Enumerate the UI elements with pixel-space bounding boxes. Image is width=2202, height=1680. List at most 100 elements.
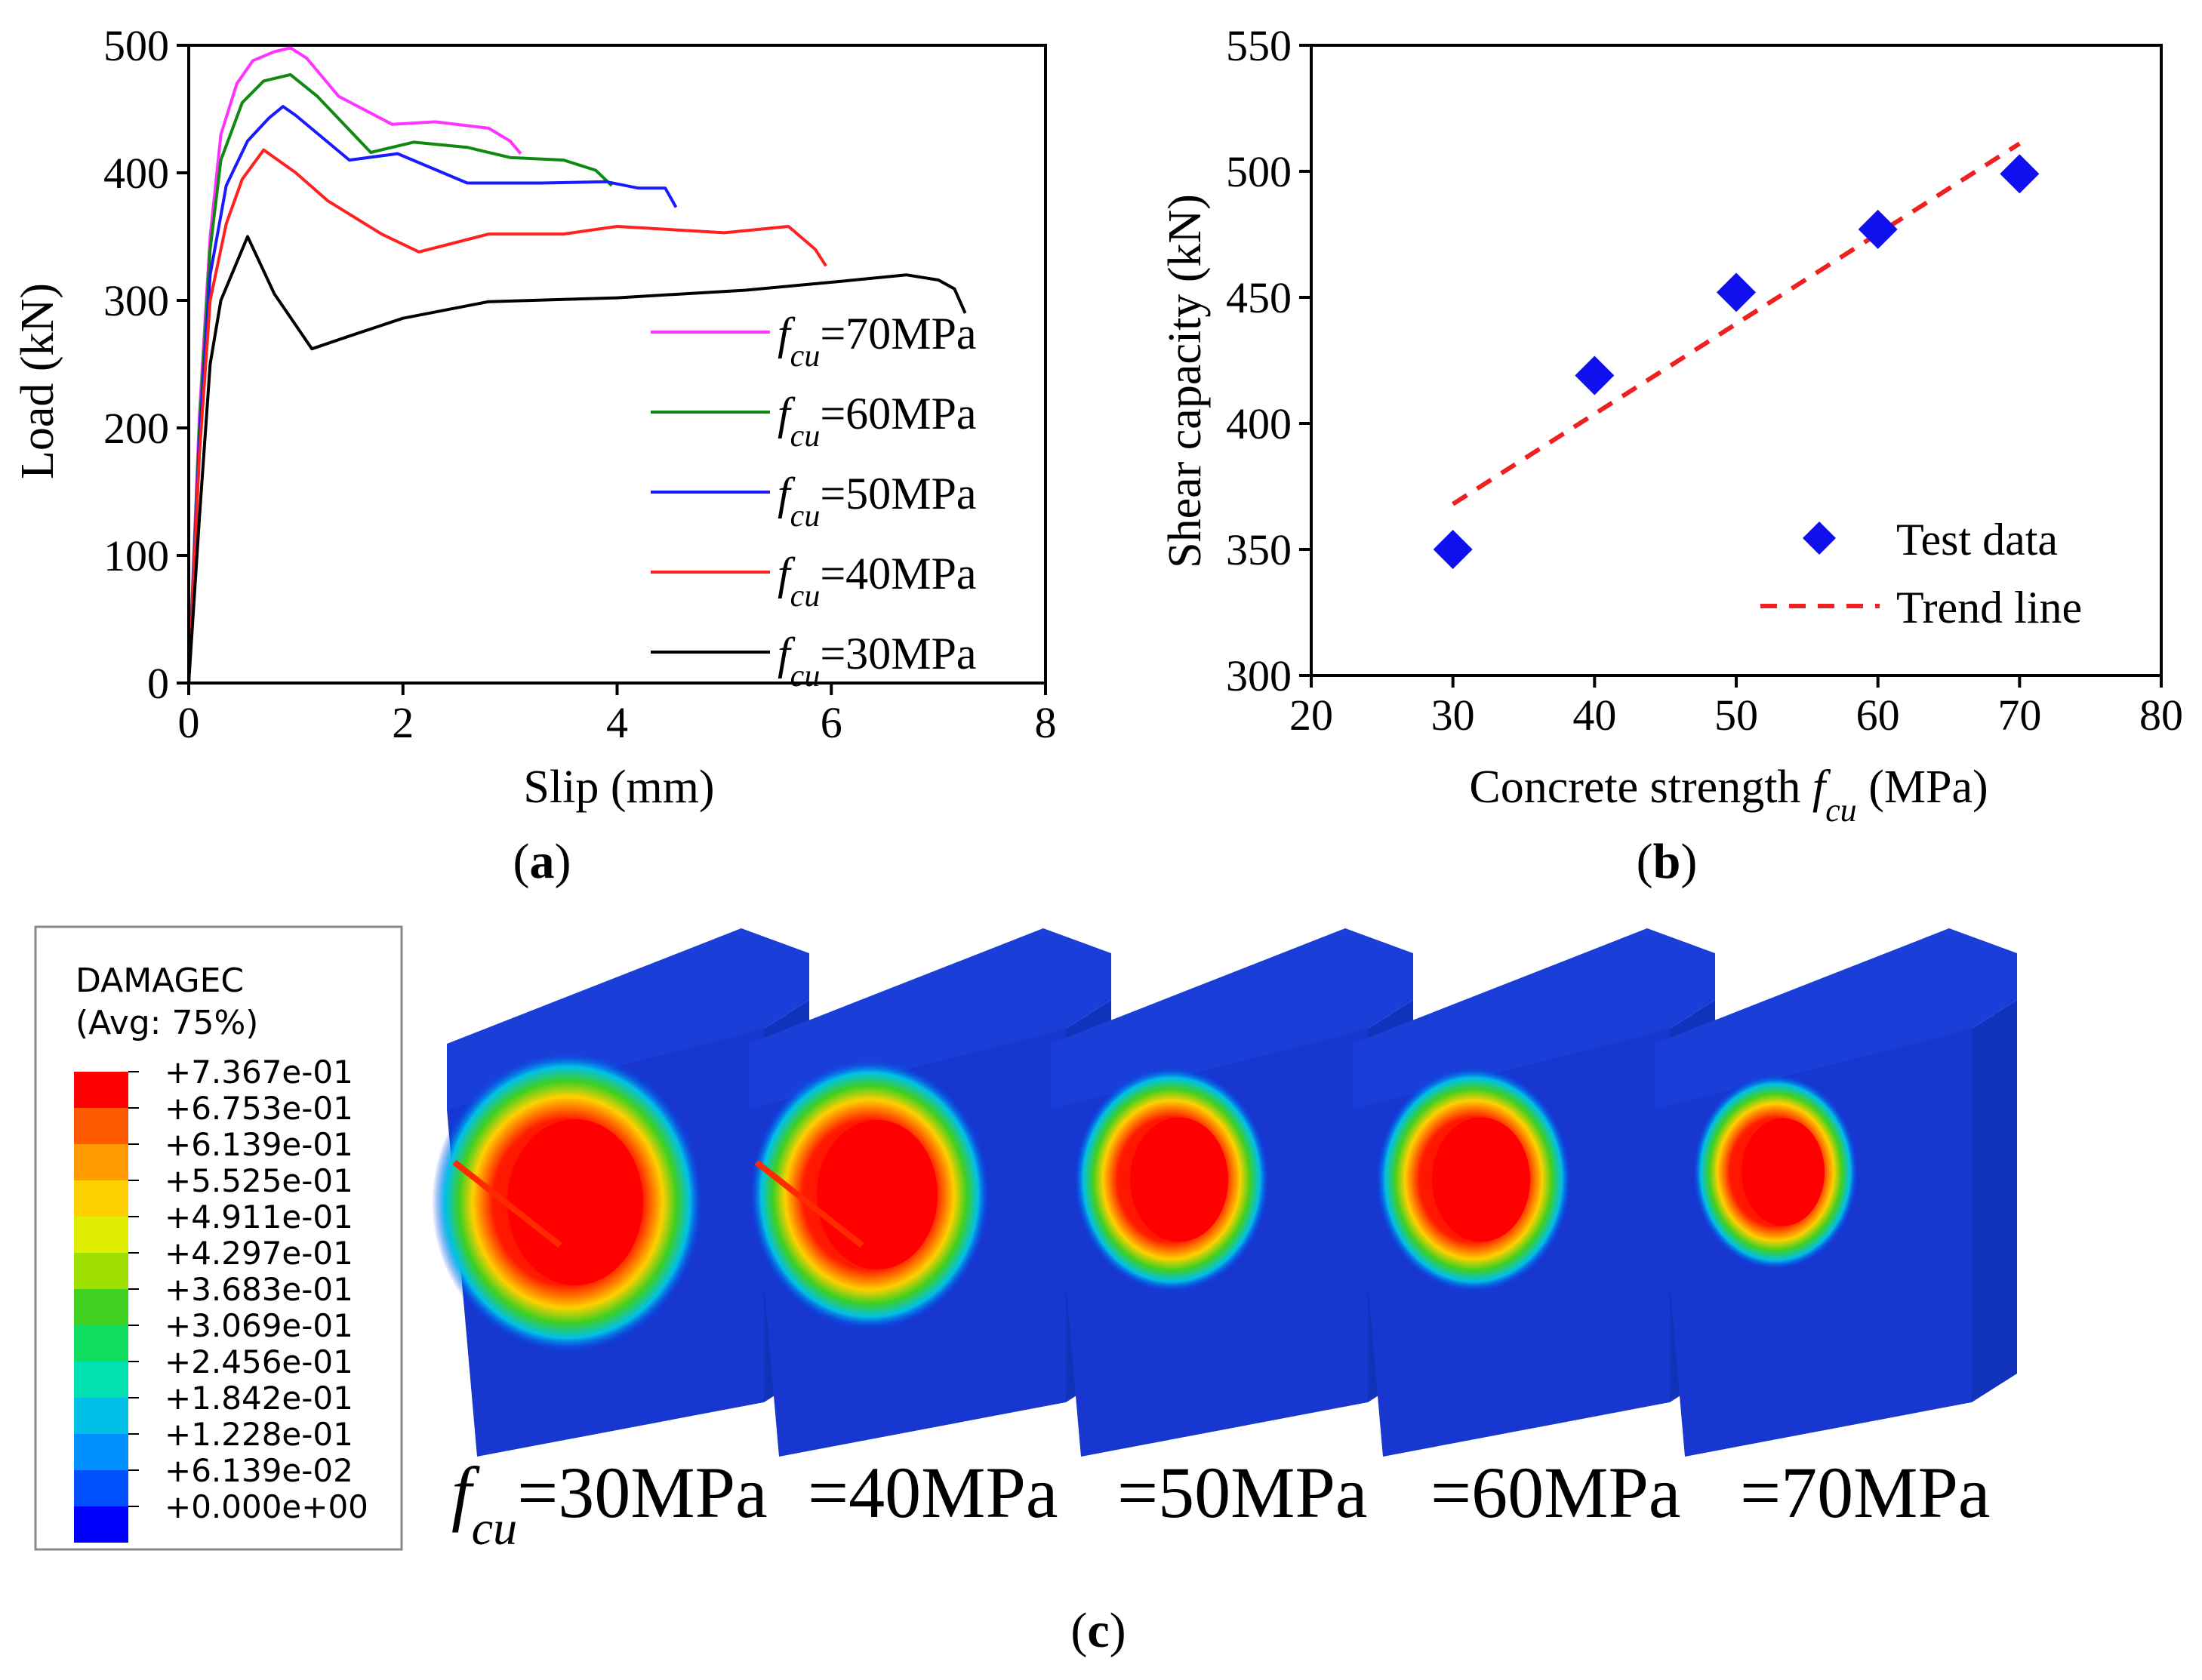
- colorbar-segment-4: [74, 1180, 128, 1217]
- shear-y-tick-label-4: 450: [1226, 273, 1292, 322]
- load-slip-plot-area: 0 2 4 6 8 0 100 200 300 400 500 fcu=70MPa fcu=60MPa f…: [103, 21, 1057, 747]
- load-slip-series-line-3: [187, 105, 678, 684]
- legend-subscript: cu: [790, 579, 821, 614]
- contour-legend-subtitle: (Avg: 75%): [75, 1004, 258, 1042]
- specimen-block-5: [1655, 928, 2017, 1457]
- damage-core: [507, 1119, 643, 1285]
- colorbar-segment-1: [74, 1072, 128, 1108]
- colorbar-segment-2: [74, 1108, 128, 1144]
- shear-y-tick-label-1: 300: [1226, 651, 1292, 700]
- legend-value: =30MPa: [820, 629, 976, 678]
- contour-colorbar: +7.367e-01+6.753e-01+6.139e-01+5.525e-01…: [74, 1054, 368, 1543]
- legend-subscript: cu: [790, 499, 821, 534]
- load-slip-y-axis-title: Load (kN): [12, 283, 63, 479]
- damage-core: [817, 1120, 938, 1269]
- specimen-label-5: =70MPa: [1740, 1452, 1991, 1533]
- legend-value: =40MPa: [820, 549, 976, 598]
- colorbar-segment-9: [74, 1362, 128, 1398]
- specimen-label-2: =40MPa: [808, 1452, 1058, 1533]
- load-slip-x-tick-label-5: 8: [1035, 698, 1057, 747]
- colorbar-label-2: +6.753e-01: [165, 1090, 353, 1127]
- colorbar-label-10: +1.842e-01: [165, 1380, 353, 1417]
- colorbar-segment-6: [74, 1253, 128, 1289]
- shear-capacity-plot-area: 20 30 40 50 60 70 80 300 350 400 450 500 550 Test dat…: [1226, 21, 2183, 740]
- load-slip-y-tick-label-1: 0: [147, 659, 169, 708]
- panel-c-caption: (c): [1070, 1603, 1126, 1658]
- load-slip-x-tick-label-3: 4: [606, 698, 628, 747]
- colorbar-segment-12: [74, 1470, 128, 1506]
- load-slip-legend-label-3: fcu=50MPa: [778, 469, 977, 534]
- damage-crack: [452, 1159, 562, 1248]
- legend-subscript: cu: [790, 659, 821, 694]
- colorbar-label-5: +4.911e-01: [165, 1198, 353, 1235]
- load-slip-legend-label-1: fcu=70MPa: [778, 309, 977, 374]
- colorbar-label-8: +3.069e-01: [165, 1307, 353, 1344]
- shear-y-tick-label-2: 350: [1226, 525, 1292, 574]
- load-slip-legend-label-5: fcu=30MPa: [778, 629, 977, 694]
- legend-value: =50MPa: [820, 469, 976, 518]
- contour-legend-title: DAMAGEC: [75, 962, 244, 1000]
- colorbar-segment-13: [74, 1506, 128, 1543]
- legend-test-data-marker: [1803, 522, 1836, 555]
- load-slip-y-tick-label-5: 400: [103, 149, 169, 198]
- shear-capacity-x-axis-title: Concrete strength fcu (MPa): [1469, 762, 1988, 829]
- load-slip-y-tick-label-2: 100: [103, 531, 169, 580]
- damage-core: [1742, 1118, 1825, 1226]
- test-data-point-3: [1717, 272, 1756, 312]
- shear-y-tick-label-5: 500: [1226, 147, 1292, 196]
- load-slip-series-line-5: [187, 235, 967, 684]
- colorbar-label-3: +6.139e-01: [165, 1126, 353, 1163]
- shear-x-tick-label-1: 20: [1289, 691, 1333, 740]
- trend-line: [1452, 141, 2021, 506]
- load-slip-y-tick-label-6: 500: [103, 21, 169, 70]
- colorbar-label-4: +5.525e-01: [165, 1162, 353, 1199]
- damage-core: [1432, 1117, 1530, 1242]
- load-slip-y-tick-label-4: 300: [103, 276, 169, 325]
- specimen-blocks: [432, 928, 2017, 1457]
- test-data-point-4: [1858, 209, 1898, 249]
- load-slip-x-tick-label-1: 0: [178, 698, 200, 747]
- damage-core: [1130, 1117, 1228, 1242]
- colorbar-label-9: +2.456e-01: [165, 1343, 353, 1380]
- test-data-point-5: [2000, 154, 2040, 194]
- colorbar-segment-11: [74, 1434, 128, 1470]
- test-data-point-2: [1575, 355, 1615, 395]
- colorbar-segment-10: [74, 1398, 128, 1434]
- colorbar-segment-3: [74, 1144, 128, 1180]
- legend-subscript: cu: [790, 419, 821, 454]
- legend-subscript: cu: [790, 339, 821, 374]
- legend-value: =70MPa: [820, 309, 976, 358]
- specimen-block-2: [749, 928, 1111, 1457]
- colorbar-segment-8: [74, 1325, 128, 1362]
- colorbar-label-6: +4.297e-01: [165, 1235, 353, 1272]
- colorbar-label-11: +1.228e-01: [165, 1416, 353, 1453]
- shear-x-tick-label-7: 80: [2139, 691, 2183, 740]
- shear-capacity-y-axis-title: Shear capacity (kN): [1160, 194, 1211, 568]
- shear-x-tick-label-6: 70: [1997, 691, 2041, 740]
- colorbar-segment-7: [74, 1289, 128, 1325]
- load-slip-legend-label-2: fcu=60MPa: [778, 389, 977, 454]
- shear-x-tick-label-4: 50: [1714, 691, 1758, 740]
- legend-test-data-label: Test data: [1896, 515, 2058, 565]
- panel-a-caption: (a): [513, 834, 571, 889]
- load-slip-series-line-4: [187, 148, 827, 684]
- panel-b-caption: (b): [1637, 834, 1698, 889]
- damage-crack: [754, 1159, 864, 1248]
- specimen-label-3: =50MPa: [1117, 1452, 1368, 1533]
- load-slip-x-axis-title: Slip (mm): [523, 762, 714, 813]
- shear-x-tick-label-3: 40: [1572, 691, 1616, 740]
- colorbar-label-7: +3.683e-01: [165, 1271, 353, 1308]
- colorbar-label-1: +7.367e-01: [165, 1054, 353, 1091]
- shear-x-tick-label-2: 30: [1431, 691, 1475, 740]
- legend-trend-line-label: Trend line: [1896, 583, 2082, 632]
- block-side-face: [1972, 1000, 2017, 1402]
- load-slip-series-line-1: [187, 46, 522, 684]
- load-slip-y-tick-label-3: 200: [103, 404, 169, 453]
- legend-value: =60MPa: [820, 389, 976, 438]
- specimen-label-1: fcu=30MPa: [451, 1452, 768, 1555]
- shear-y-tick-label-6: 550: [1226, 21, 1292, 70]
- colorbar-label-12: +6.139e-02: [165, 1452, 353, 1489]
